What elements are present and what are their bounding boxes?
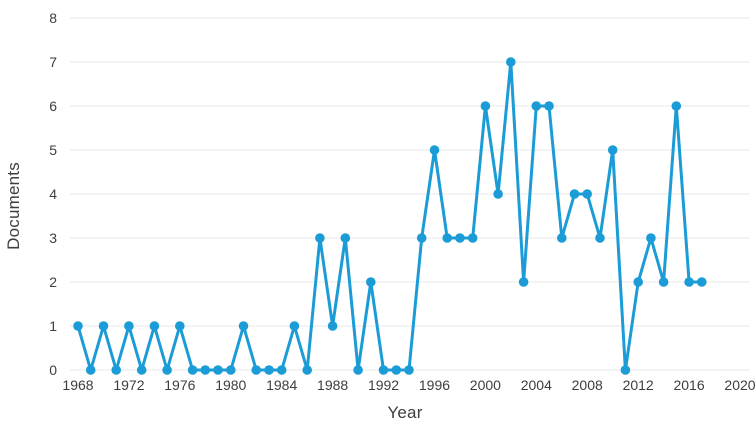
data-point [697, 277, 707, 287]
data-point [544, 101, 554, 111]
data-point [340, 233, 351, 243]
data-point [124, 321, 134, 331]
data-point [378, 365, 389, 375]
y-tick-label: 2 [49, 274, 57, 290]
data-point [162, 365, 172, 375]
data-point [111, 365, 121, 375]
data-point [200, 365, 211, 375]
data-point [480, 101, 491, 111]
data-point [518, 277, 529, 287]
data-point [391, 365, 402, 375]
y-tick-label: 7 [49, 54, 57, 70]
data-point [98, 321, 109, 331]
data-point [684, 277, 694, 287]
y-tick-label: 6 [49, 98, 57, 114]
data-point [327, 321, 338, 331]
data-point [633, 277, 643, 287]
data-point [226, 365, 236, 375]
data-point [595, 233, 605, 243]
data-point [136, 365, 147, 375]
y-tick-label: 0 [49, 362, 57, 378]
x-tick-label: 2016 [673, 377, 704, 393]
data-point [531, 101, 542, 111]
data-point [658, 277, 669, 287]
data-line [76, 60, 704, 372]
y-axis-title: Documents [4, 162, 23, 250]
x-tick-label: 2000 [470, 377, 501, 393]
data-point [671, 101, 682, 111]
data-point [315, 233, 325, 243]
data-point [85, 365, 96, 375]
data-point [467, 233, 478, 243]
data-point [251, 365, 261, 375]
x-tick-label: 1996 [419, 377, 450, 393]
data-point [429, 145, 440, 155]
x-tick-label: 1988 [317, 377, 348, 393]
data-point [506, 57, 516, 67]
x-tick-label: 1976 [164, 377, 195, 393]
y-tick-label: 8 [49, 10, 57, 26]
data-point [238, 321, 249, 331]
y-tick-label: 4 [49, 186, 57, 202]
x-tick-label: 1992 [368, 377, 399, 393]
x-tick-label: 2020 [724, 377, 755, 393]
x-tick-label: 1980 [215, 377, 246, 393]
data-point [302, 365, 313, 375]
x-tick-label: 1972 [113, 377, 144, 393]
data-point [73, 321, 83, 331]
data-point [264, 365, 274, 375]
y-tick-label: 1 [49, 318, 57, 334]
data-point [607, 145, 618, 155]
data-point [187, 365, 198, 375]
x-axis-title: Year [387, 403, 423, 422]
data-point [620, 365, 631, 375]
data-point [353, 365, 363, 375]
x-tick-label: 2004 [521, 377, 552, 393]
data-point [289, 321, 300, 331]
data-point [569, 189, 580, 199]
data-point [213, 365, 223, 375]
data-point [646, 233, 656, 243]
data-point [442, 233, 453, 243]
x-tick-label: 2008 [572, 377, 603, 393]
y-tick-label: 5 [49, 142, 57, 158]
x-tick-label: 1984 [266, 377, 297, 393]
data-point [149, 321, 160, 331]
data-point [557, 233, 567, 243]
y-tick-label: 3 [49, 230, 57, 246]
data-point [404, 365, 414, 375]
data-point [493, 189, 503, 199]
data-point [366, 277, 376, 287]
data-point [175, 321, 185, 331]
data-point [276, 365, 287, 375]
data-point [455, 233, 465, 243]
x-tick-label: 1968 [62, 377, 93, 393]
x-tick-label: 2012 [623, 377, 654, 393]
data-point [582, 189, 592, 199]
data-point [416, 233, 427, 243]
